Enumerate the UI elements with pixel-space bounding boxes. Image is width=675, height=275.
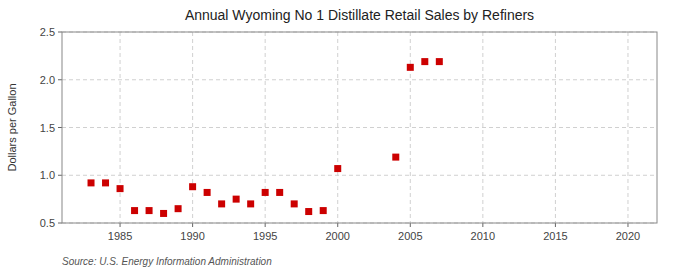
x-tick [265,223,266,227]
y-tick-label: 1.0 [40,169,55,181]
point [218,200,225,207]
x-tick [482,223,483,227]
point [407,64,414,71]
point [102,179,109,186]
point [334,165,341,172]
y-grid-line [62,127,657,128]
y-tick-label: 0.5 [40,217,55,229]
point [262,189,269,196]
point [175,205,182,212]
y-axis-label: Dollars per Gallon [6,83,18,171]
x-tick-label: 2020 [616,230,640,242]
x-grid-line [410,32,411,223]
point [146,207,153,214]
x-tick-label: 2010 [471,230,495,242]
x-tick [192,223,193,227]
axes: 0.5 1.0 1.5 2.0 2.5 1985 1990 1995 2000 2005 2010 2… [40,26,657,242]
x-tick [120,223,121,227]
x-tick [627,223,628,227]
x-tick-label: 2005 [398,230,422,242]
x-grid-line [192,32,193,223]
x-tick-label: 2015 [543,230,567,242]
y-tick-label: 1.5 [40,122,55,134]
title: Annual Wyoming No 1 Distillate Retail Sa… [185,7,534,23]
point [276,189,283,196]
points [88,58,443,217]
point [291,200,298,207]
x-tick-label: 2000 [325,230,349,242]
x-grid-line [337,32,338,223]
y-tick [58,79,62,80]
x-tick-label: 1985 [108,230,132,242]
point [305,208,312,215]
point [204,189,211,196]
x-grid-line [555,32,556,223]
y-tick-label: 2.0 [40,74,55,86]
x-tick-label: 1995 [253,230,277,242]
point [320,207,327,214]
x-grid-line [482,32,483,223]
y-tick [58,223,62,224]
point [160,210,167,217]
point [421,58,428,65]
point [436,58,443,65]
x-tick [337,223,338,227]
x-grid-line [627,32,628,223]
y-tick-label: 2.5 [40,26,55,38]
annotation: Source: U.S. Energy Information Administ… [62,256,272,267]
x-tick-label: 1990 [180,230,204,242]
point [117,185,124,192]
chart: Annual Wyoming No 1 Distillate Retail Sa… [0,0,675,275]
point [392,154,399,161]
y-tick [58,175,62,176]
point [88,179,95,186]
plot-frame [62,32,657,223]
y-tick [58,32,62,33]
point [189,183,196,190]
grid [62,32,657,223]
x-grid-line [120,32,121,223]
y-grid-line [62,79,657,80]
point [131,207,138,214]
x-tick [555,223,556,227]
point [247,200,254,207]
point [233,196,240,203]
x-tick [410,223,411,227]
y-grid-line [62,175,657,176]
y-tick [58,127,62,128]
